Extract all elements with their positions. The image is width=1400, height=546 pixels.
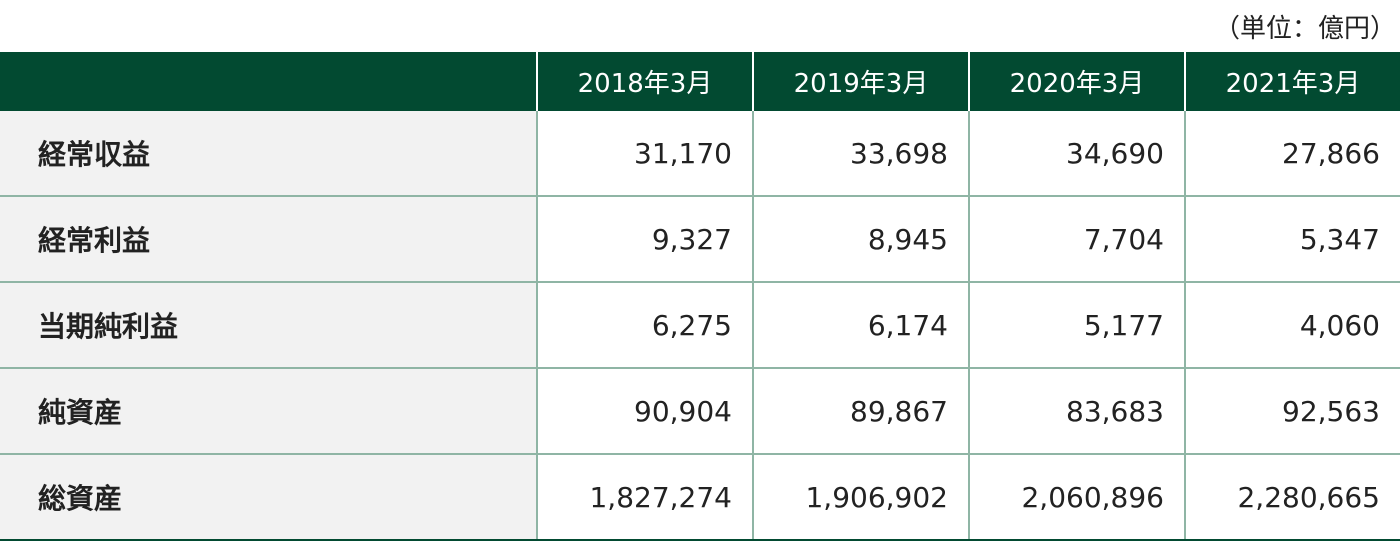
table-cell: 2,280,665: [1184, 453, 1400, 541]
table-cell: 27,866: [1184, 111, 1400, 196]
table-cell: 89,867: [752, 367, 969, 454]
table-cell: 1,906,902: [752, 453, 969, 541]
table-cell: 6,174: [752, 281, 969, 368]
table-cell: 6,275: [536, 281, 753, 368]
header-blank-cell: [0, 52, 537, 111]
table-row: 総資産 1,827,274 1,906,902 2,060,896 2,280,…: [0, 453, 1400, 541]
table-cell: 2,060,896: [968, 453, 1185, 541]
table-cell: 5,177: [968, 281, 1185, 368]
table-cell: 4,060: [1184, 281, 1400, 368]
table-row: 当期純利益 6,275 6,174 5,177 4,060: [0, 281, 1400, 368]
table-cell: 9,327: [536, 195, 753, 282]
table-row: 経常利益 9,327 8,945 7,704 5,347: [0, 195, 1400, 282]
table-cell: 8,945: [752, 195, 969, 282]
financial-summary-table: 2018年3月 2019年3月 2020年3月 2021年3月 経常収益 31,…: [0, 52, 1400, 541]
row-label-net-assets: 純資産: [0, 367, 537, 454]
table-header-row: 2018年3月 2019年3月 2020年3月 2021年3月: [0, 52, 1400, 111]
table-row: 経常収益 31,170 33,698 34,690 27,866: [0, 111, 1400, 196]
table-cell: 7,704: [968, 195, 1185, 282]
table-cell: 31,170: [536, 111, 753, 196]
table-cell: 33,698: [752, 111, 969, 196]
table-cell: 92,563: [1184, 367, 1400, 454]
table-cell: 5,347: [1184, 195, 1400, 282]
header-year-2019: 2019年3月: [752, 52, 969, 111]
unit-note: （単位：億円）: [1213, 13, 1396, 44]
row-label-net-income: 当期純利益: [0, 281, 537, 368]
row-label-total-assets: 総資産: [0, 453, 537, 541]
table-cell: 83,683: [968, 367, 1185, 454]
table-row: 純資産 90,904 89,867 83,683 92,563: [0, 367, 1400, 454]
row-label-ordinary-income: 経常収益: [0, 111, 537, 196]
header-year-2021: 2021年3月: [1184, 52, 1400, 111]
header-year-2020: 2020年3月: [968, 52, 1185, 111]
table-cell: 90,904: [536, 367, 753, 454]
header-year-2018: 2018年3月: [536, 52, 753, 111]
table-cell: 1,827,274: [536, 453, 753, 541]
table-cell: 34,690: [968, 111, 1185, 196]
row-label-ordinary-profit: 経常利益: [0, 195, 537, 282]
